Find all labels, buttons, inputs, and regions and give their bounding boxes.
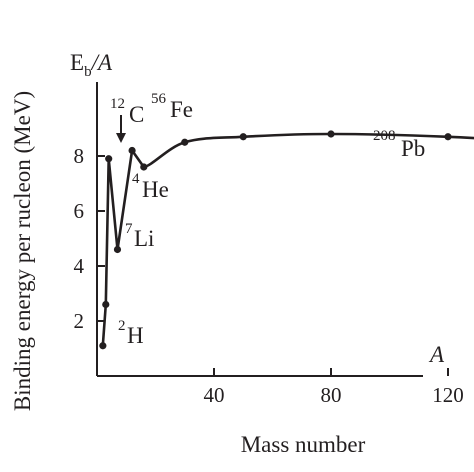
data-point bbox=[113, 245, 122, 254]
y-tick-label: 6 bbox=[74, 199, 85, 223]
label-H2: 2 H bbox=[118, 318, 144, 348]
svg-text:Li: Li bbox=[134, 226, 154, 251]
svg-text:4: 4 bbox=[132, 171, 140, 187]
label-Li7: 7 Li bbox=[125, 221, 154, 251]
svg-text:208: 208 bbox=[373, 128, 396, 144]
y-axis-symbol: Eb/A bbox=[70, 50, 113, 80]
svg-text:Pb: Pb bbox=[401, 136, 425, 161]
data-point bbox=[239, 133, 247, 141]
data-point bbox=[181, 138, 189, 146]
label-Pb208: 208 Pb bbox=[373, 128, 425, 161]
x-tick-label: 40 bbox=[204, 383, 225, 407]
data-points bbox=[99, 130, 452, 350]
svg-text:C: C bbox=[129, 102, 144, 127]
svg-text:7: 7 bbox=[125, 221, 133, 237]
y-ticks: 2 4 6 8 bbox=[74, 144, 105, 333]
label-He4: 4 He bbox=[132, 171, 169, 202]
label-C12: 12 C bbox=[110, 96, 144, 127]
svg-text:Fe: Fe bbox=[170, 97, 193, 122]
data-point bbox=[128, 146, 136, 155]
data-point bbox=[327, 130, 335, 138]
data-point bbox=[105, 155, 113, 163]
data-point bbox=[102, 300, 110, 309]
x-ticks: 4080120160200 bbox=[204, 368, 464, 407]
y-tick-label: 8 bbox=[74, 144, 85, 168]
data-point bbox=[99, 342, 107, 350]
x-tick-label: 120 bbox=[432, 383, 464, 407]
data-point bbox=[444, 133, 452, 141]
y-tick-label: 2 bbox=[74, 309, 85, 333]
svg-text:2: 2 bbox=[118, 318, 126, 334]
y-axis-title: Binding energy per rucleon (MeV) bbox=[10, 91, 35, 411]
x-axis-symbol: A bbox=[428, 342, 445, 367]
y-tick-label: 4 bbox=[74, 254, 85, 278]
svg-text:He: He bbox=[142, 177, 169, 202]
svg-text:H: H bbox=[127, 323, 144, 348]
x-tick-label: 80 bbox=[321, 383, 342, 407]
label-Fe56: 56 Fe bbox=[151, 91, 193, 122]
binding-energy-curve bbox=[101, 132, 474, 348]
svg-text:56: 56 bbox=[151, 91, 167, 107]
x-axis-title: Mass number bbox=[241, 432, 366, 457]
data-point bbox=[140, 163, 148, 171]
svg-text:12: 12 bbox=[110, 96, 125, 112]
